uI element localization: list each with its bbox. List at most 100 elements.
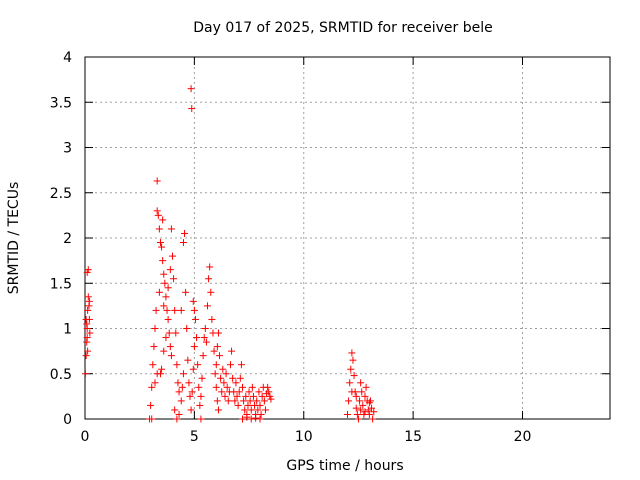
data-point: [177, 306, 185, 314]
data-point: [191, 315, 199, 323]
data-point: [177, 397, 185, 405]
data-point: [252, 414, 260, 422]
data-point: [247, 415, 255, 423]
data-point: [217, 374, 225, 382]
data-point: [357, 406, 365, 414]
data-point: [244, 401, 252, 409]
data-point: [164, 284, 172, 292]
data-point: [175, 410, 183, 418]
data-point: [345, 397, 353, 405]
data-point: [212, 361, 220, 369]
y-tick-label: 2.5: [50, 186, 72, 202]
data-point: [85, 297, 93, 305]
data-point: [194, 361, 202, 369]
y-axis-label: SRMTID / TECUs: [6, 182, 22, 295]
data-point: [257, 410, 265, 418]
data-point: [153, 370, 161, 378]
data-point: [187, 406, 195, 414]
data-point: [349, 356, 357, 364]
y-tick-label: 4: [63, 50, 72, 66]
data-point: [239, 415, 246, 423]
data-point: [153, 207, 161, 215]
data-point: [358, 388, 366, 396]
chart-title: Day 017 of 2025, SRMTID for receiver bel…: [193, 20, 492, 36]
data-point: [83, 334, 91, 342]
data-point: [84, 347, 92, 355]
data-point: [255, 388, 263, 396]
data-point: [193, 334, 201, 342]
data-point: [196, 401, 204, 409]
data-point: [190, 306, 198, 314]
data-point: [348, 388, 356, 396]
data-point: [369, 415, 377, 423]
data-point: [223, 383, 231, 391]
data-point: [365, 410, 373, 418]
data-point: [190, 343, 198, 351]
data-point: [234, 401, 242, 409]
data-point: [160, 270, 168, 278]
data-point: [159, 216, 167, 224]
data-point: [86, 329, 94, 337]
data-point: [171, 406, 179, 414]
data-point: [200, 334, 208, 342]
data-point: [161, 279, 169, 287]
data-point: [346, 379, 354, 387]
data-point: [366, 397, 374, 405]
data-point: [150, 343, 158, 351]
data-point: [258, 392, 266, 400]
data-point: [166, 266, 174, 274]
data-point: [152, 306, 160, 314]
data-point: [84, 293, 92, 301]
data-point: [82, 352, 90, 360]
data-point: [166, 343, 174, 351]
data-point: [189, 297, 197, 305]
data-points: [81, 85, 378, 423]
data-point: [207, 288, 215, 296]
data-point: [354, 415, 362, 423]
data-point: [233, 392, 241, 400]
data-point: [222, 370, 230, 378]
data-point: [172, 329, 180, 337]
data-point: [214, 406, 222, 414]
data-point: [173, 415, 181, 423]
data-point: [362, 383, 370, 391]
data-point: [216, 352, 224, 360]
x-tick-label: 10: [295, 429, 313, 445]
data-point: [248, 383, 256, 391]
data-point: [188, 105, 196, 113]
data-point: [162, 293, 170, 301]
data-point: [239, 383, 246, 391]
data-point: [153, 177, 161, 185]
data-point: [173, 361, 181, 369]
data-point: [267, 395, 275, 403]
data-point: [364, 406, 372, 414]
data-point: [357, 379, 365, 387]
data-point: [197, 392, 205, 400]
data-point: [171, 306, 179, 314]
data-point: [221, 392, 229, 400]
data-point: [256, 401, 264, 409]
data-point: [240, 397, 248, 405]
data-point: [164, 315, 172, 323]
data-point: [211, 370, 219, 378]
data-point: [231, 397, 239, 405]
data-point: [160, 302, 168, 310]
data-point: [242, 392, 250, 400]
y-tick-label: 3: [63, 141, 72, 157]
data-point: [229, 374, 237, 382]
data-point: [353, 410, 361, 418]
data-point: [368, 404, 376, 412]
data-point: [254, 406, 262, 414]
x-tick-label: 15: [404, 429, 422, 445]
data-point: [220, 379, 228, 387]
grid: [85, 57, 610, 419]
data-point: [188, 388, 196, 396]
data-point: [361, 408, 369, 416]
data-point: [175, 388, 183, 396]
data-point: [344, 410, 351, 418]
data-point: [247, 406, 255, 414]
data-point: [241, 406, 249, 414]
data-point: [365, 399, 373, 407]
data-point: [218, 388, 226, 396]
